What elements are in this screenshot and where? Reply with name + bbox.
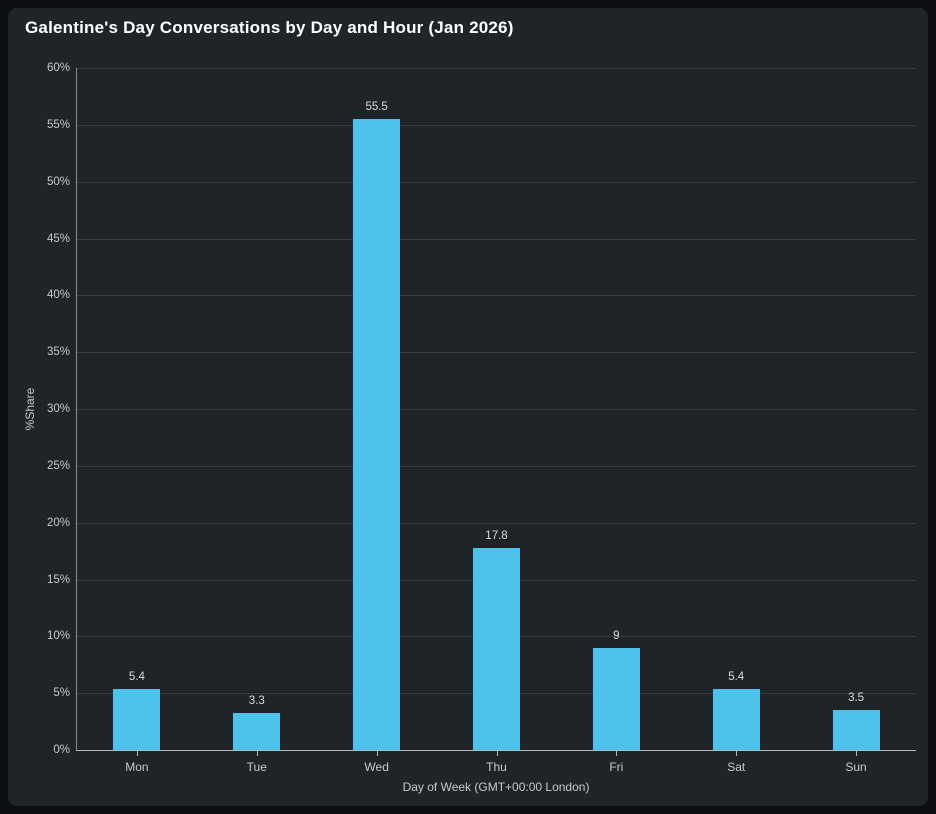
y-tick-label: 45% [46, 232, 70, 245]
x-tick-label-sat: Sat [727, 760, 746, 774]
y-tick-label: 60% [46, 62, 70, 74]
bar-wed[interactable] [353, 119, 401, 750]
y-gridline [77, 238, 916, 240]
y-tick-label: 35% [46, 346, 70, 359]
x-tick-mark [136, 751, 138, 756]
y-gridline [77, 522, 916, 524]
y-tick-label: 50% [46, 175, 70, 188]
bar-value-label: 17.8 [485, 529, 508, 542]
y-gridline [77, 409, 916, 410]
y-tick-label: 20% [46, 516, 70, 529]
y-tick-label: 25% [46, 459, 70, 472]
x-tick-label-tue: Tue [246, 760, 267, 774]
x-tick-label-fri: Fri [609, 760, 624, 774]
x-tick-label-wed: Wed [364, 760, 389, 774]
bar-sun[interactable] [832, 710, 880, 750]
x-tick-mark [496, 751, 498, 756]
y-axis-title: %Share [23, 387, 37, 431]
y-gridline [77, 295, 916, 297]
x-tick-mark [616, 751, 618, 756]
bar-value-label: 55.5 [365, 101, 388, 114]
bar-value-label: 9 [613, 629, 620, 642]
y-tick-label: 15% [46, 573, 70, 586]
y-tick-label: 55% [46, 118, 70, 131]
x-tick-mark [256, 751, 258, 756]
y-gridline [77, 124, 916, 126]
bar-tue[interactable] [233, 712, 281, 750]
chart-card: Galentine's Day Conversations by Day and… [8, 8, 928, 806]
bar-sat[interactable] [712, 688, 760, 750]
bar-mon[interactable] [113, 688, 161, 750]
chart-title: Galentine's Day Conversations by Day and… [25, 18, 514, 37]
bar-value-label: 5.4 [128, 670, 145, 683]
x-tick-mark [856, 751, 858, 756]
y-gridline [77, 68, 916, 69]
y-tick-label: 30% [46, 403, 70, 415]
bar-value-label: 3.5 [848, 692, 865, 705]
y-tick-label: 5% [53, 687, 70, 700]
y-gridline [77, 352, 916, 354]
x-tick-label-mon: Mon [125, 760, 149, 774]
y-tick-label: 0% [53, 744, 70, 756]
y-gridline [77, 465, 916, 467]
x-tick-mark [736, 751, 738, 756]
plot-area: 0% 5% 10% 15% 20% 25% 30% 35% 40% 45% 50% 55% 60% 5.4… [47, 62, 916, 774]
bar-value-label: 5.4 [728, 670, 745, 683]
bar-fri[interactable] [592, 647, 640, 750]
bar-value-label: 3.3 [248, 694, 265, 707]
x-tick-label-sun: Sun [845, 760, 867, 774]
bar-thu[interactable] [473, 547, 520, 750]
y-tick-label: 40% [46, 289, 70, 302]
y-tick-label: 10% [46, 630, 70, 643]
x-axis-title: Day of Week (GMT+00:00 London) [402, 780, 590, 794]
x-tick-label-thu: Thu [486, 760, 507, 774]
y-gridline [77, 181, 916, 183]
x-tick-mark [376, 751, 378, 756]
